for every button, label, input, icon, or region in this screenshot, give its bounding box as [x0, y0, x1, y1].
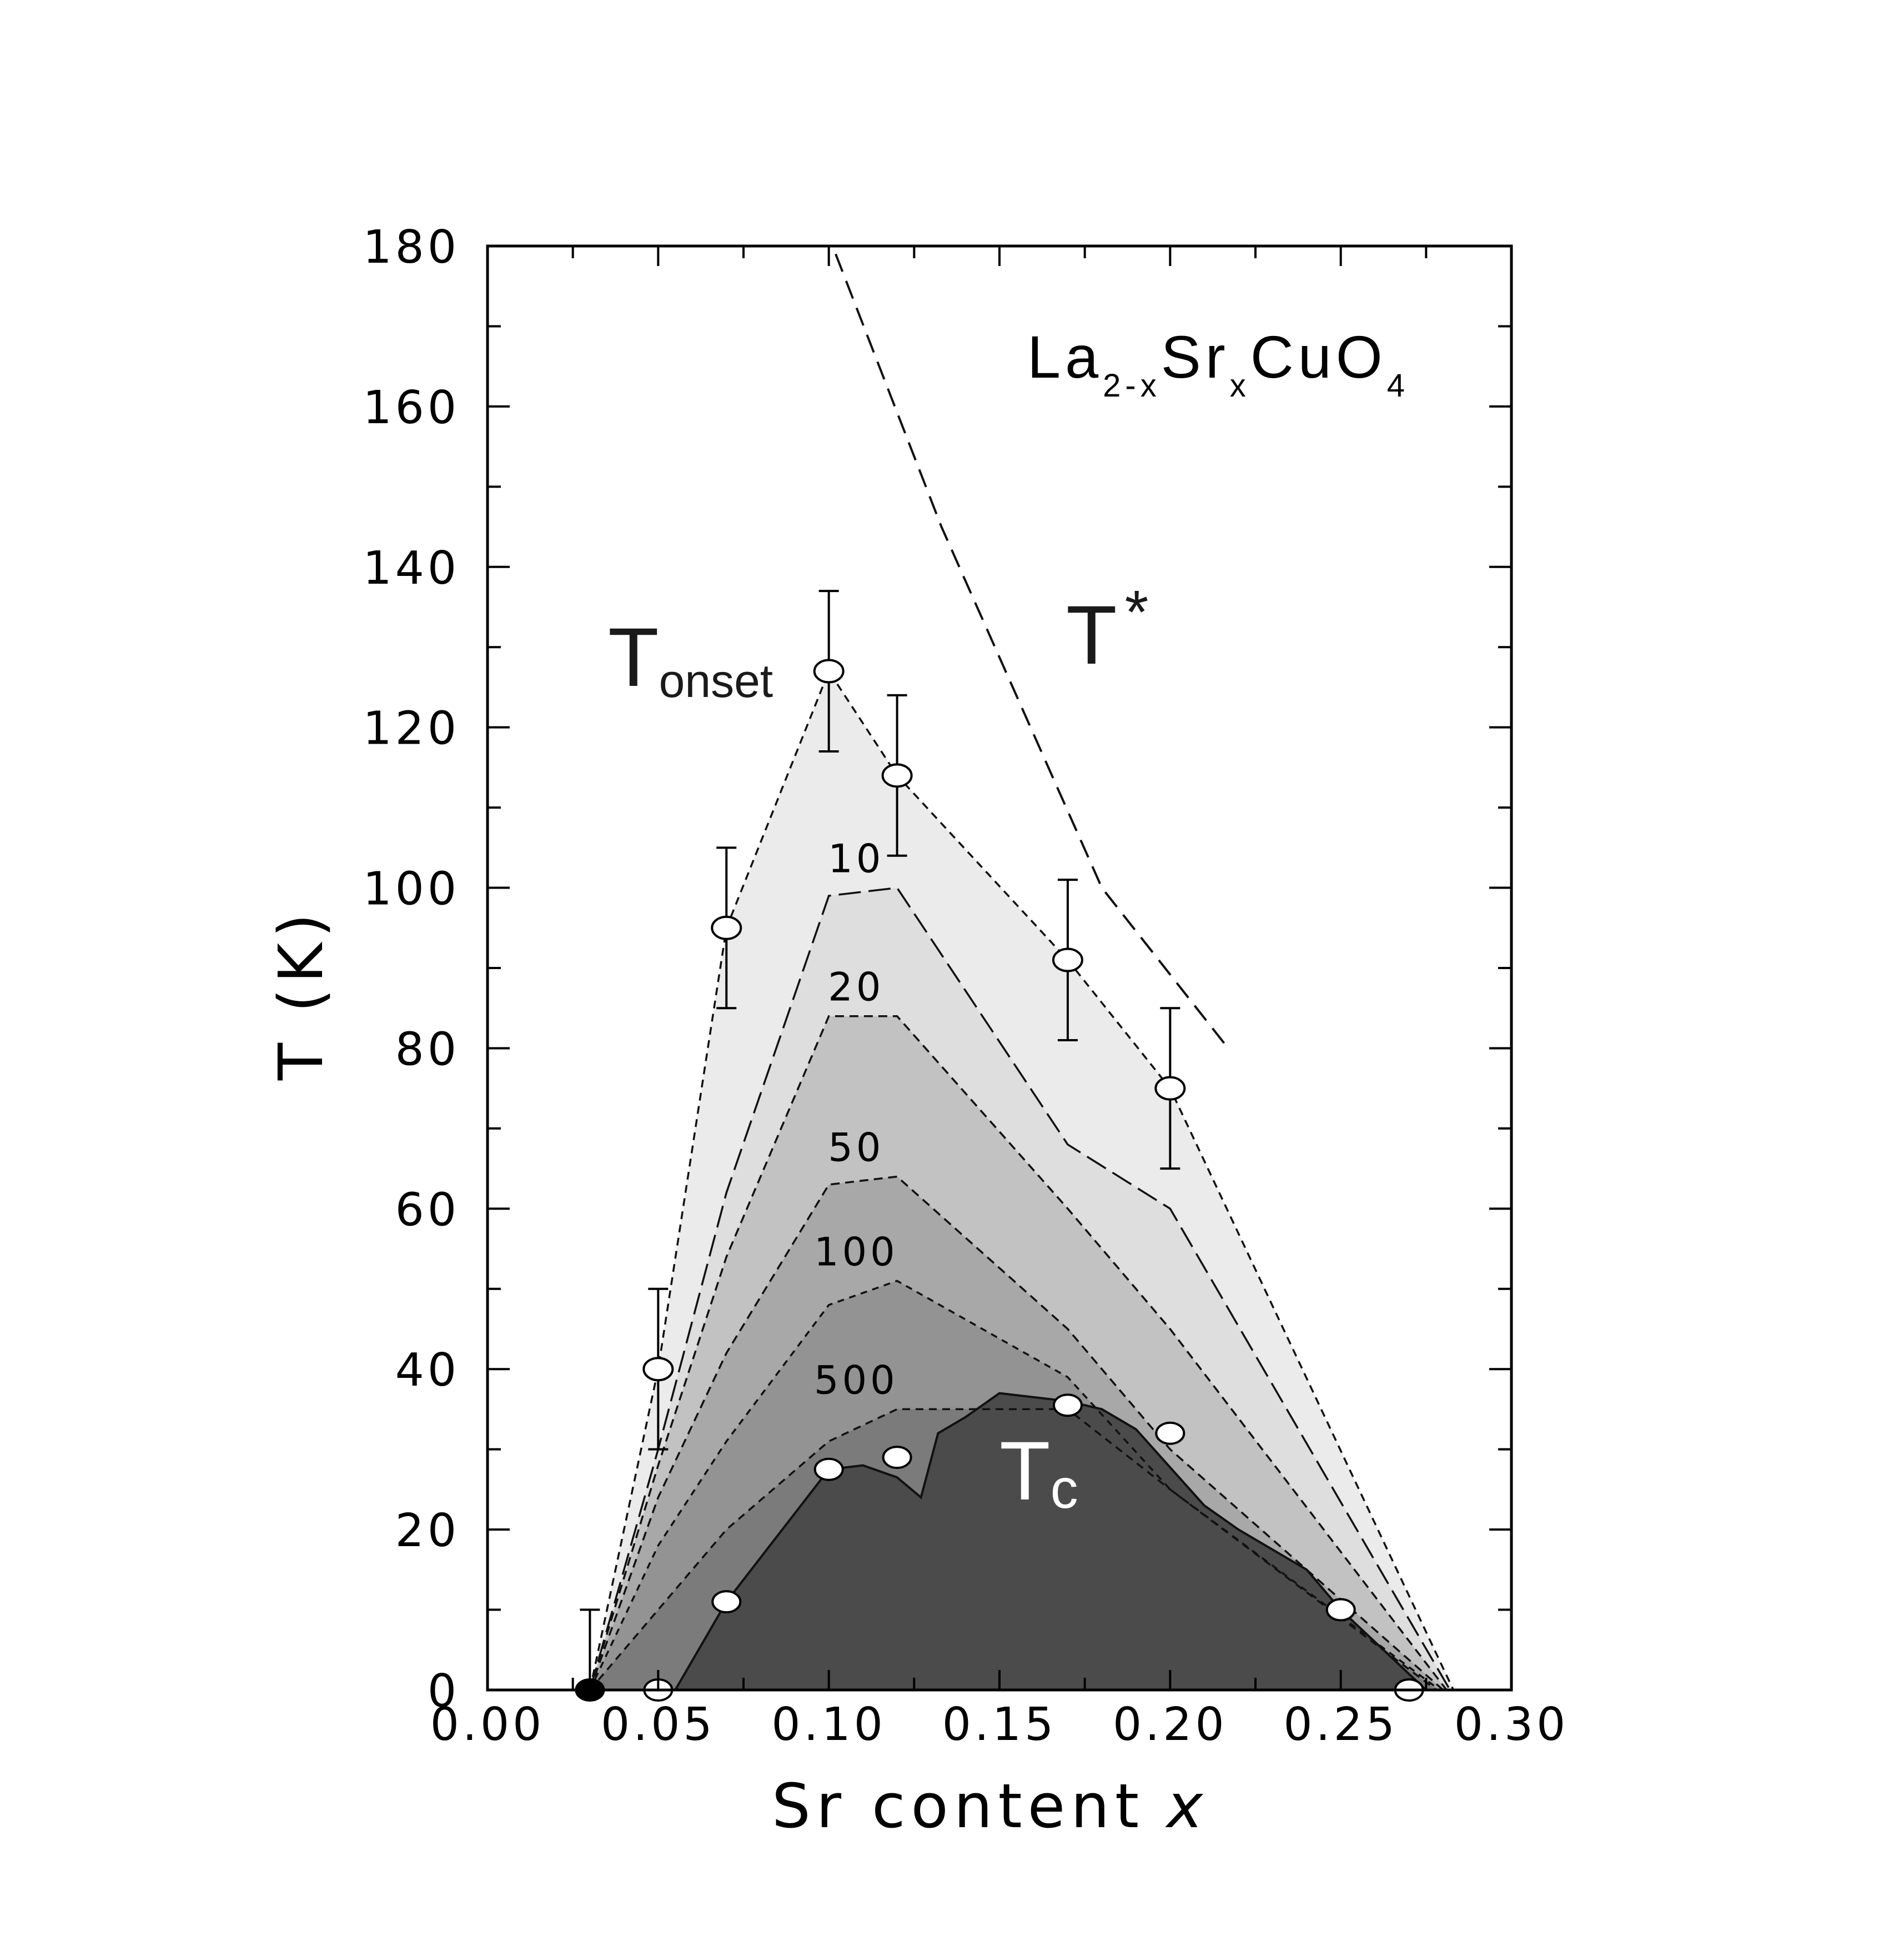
y-tick-label: 0	[428, 1665, 460, 1718]
x-axis-title-text: Sr content	[772, 1771, 1144, 1842]
y-tick-label: 180	[363, 221, 460, 274]
y-tick-label: 20	[395, 1504, 460, 1557]
x-tick-label: 0.20	[1113, 1698, 1228, 1751]
x-tick-label: 0.30	[1454, 1698, 1569, 1751]
t-c-point	[1325, 1598, 1356, 1622]
contour-label-500: 500	[814, 1357, 898, 1403]
t-c-point	[1155, 1421, 1185, 1445]
t-onset-point	[1052, 947, 1083, 972]
contour-lines	[589, 669, 1455, 1691]
y-tick-label: 40	[395, 1344, 460, 1397]
t-star-label: T *	[1066, 578, 1148, 681]
contour-labels: 10 20 50 100 500	[814, 836, 898, 1403]
contour-label-20: 20	[828, 965, 884, 1010]
t-c-label: Tc	[999, 1424, 1078, 1520]
y-tick-label: 60	[395, 1183, 460, 1236]
t-onset-line	[589, 669, 1455, 1691]
t-c-point	[711, 1590, 742, 1614]
contour-50-line	[589, 1175, 1444, 1691]
contour-label-10: 10	[828, 836, 884, 882]
x-tick-label: 0.15	[942, 1698, 1057, 1751]
t-onset-point	[642, 1357, 674, 1382]
t-c-point	[882, 1446, 912, 1469]
y-tick-label: 120	[363, 703, 460, 755]
x-tick-label: 0.25	[1283, 1698, 1398, 1751]
contour-label-100: 100	[814, 1229, 898, 1275]
y-tick-label: 160	[363, 382, 460, 434]
compound-formula: La2-xSrxCuO4	[1027, 323, 1409, 404]
t-onset-point	[881, 763, 913, 788]
x-tick-labels: 0.00 0.05 0.10 0.15 0.20 0.25 0.30	[430, 1698, 1569, 1751]
t-onset-label: Tonset	[608, 610, 773, 707]
y-tick-label: 100	[363, 863, 460, 916]
x-axis-title: Sr content x	[772, 1771, 1208, 1842]
x-tick-label: 0.10	[771, 1698, 886, 1751]
y-tick-labels: 0 20 40 60 80 100 120 140 160 180	[363, 221, 460, 1718]
contour-20-line	[589, 1015, 1448, 1691]
x-axis-title-var: x	[1165, 1771, 1208, 1842]
t-onset-point	[813, 659, 845, 684]
t-c-line	[674, 1392, 1427, 1691]
t-c-point	[813, 1457, 844, 1481]
t-c-point	[1052, 1393, 1083, 1417]
t-onset-point	[711, 915, 742, 940]
t-c-fill	[675, 1393, 1426, 1690]
contour-100-line	[589, 1280, 1440, 1691]
t-star-series-line	[835, 253, 1229, 1049]
data-markers	[575, 659, 1424, 1702]
contour-10-line	[589, 886, 1451, 1691]
y-axis-title: T (K)	[265, 908, 336, 1081]
x-tick-label: 0.05	[601, 1698, 716, 1751]
contour-fills	[590, 671, 1454, 1690]
contour-500-line	[589, 1408, 1437, 1691]
contour-label-50: 50	[828, 1125, 884, 1171]
y-tick-label: 140	[363, 542, 460, 595]
axis-ticks	[486, 245, 1513, 1691]
y-tick-label: 80	[395, 1023, 460, 1076]
t-star-line	[835, 253, 1229, 1049]
t-onset-point	[1154, 1076, 1186, 1101]
x-tick-label: 0.00	[430, 1698, 545, 1751]
